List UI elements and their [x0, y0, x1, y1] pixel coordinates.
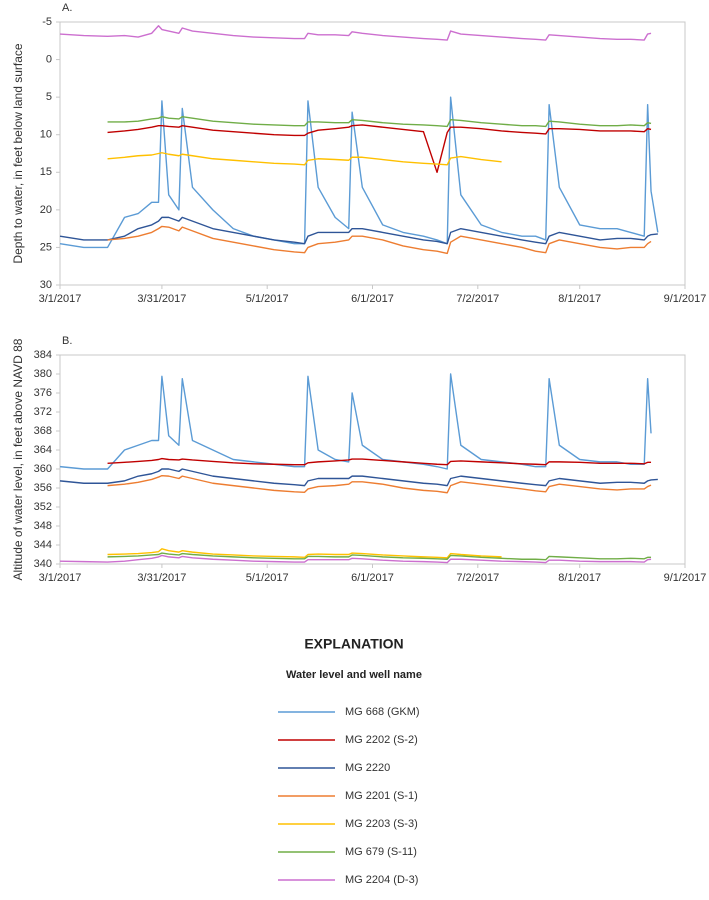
- x-tick-label: 9/1/2017: [664, 293, 707, 305]
- y-tick-label: 368: [34, 425, 52, 437]
- x-tick-label: 8/1/2017: [558, 293, 601, 305]
- x-tick-label: 5/1/2017: [246, 293, 289, 305]
- legend-subtitle: Water level and well name: [286, 669, 422, 681]
- y-tick-label: 25: [40, 241, 52, 253]
- x-tick-label: 7/2/2017: [456, 572, 499, 584]
- x-tick-label: 5/1/2017: [246, 572, 289, 584]
- y-tick-label: 348: [34, 520, 52, 532]
- legend-label: MG 2220: [345, 762, 390, 774]
- y-tick-label: 360: [34, 463, 52, 475]
- y-tick-label: 384: [34, 349, 52, 361]
- x-tick-label: 3/1/2017: [39, 572, 82, 584]
- series-line: MG 668 (GKM): [59, 373, 652, 470]
- y-tick-label: 344: [34, 539, 52, 551]
- y-tick-label: 364: [34, 444, 52, 456]
- x-tick-label: 7/2/2017: [456, 293, 499, 305]
- y-tick-label: 380: [34, 368, 52, 380]
- legend-label: MG 2201 (S-1): [345, 790, 418, 802]
- y-tick-label: -5: [42, 16, 52, 28]
- series-line: MG 2203 (S-3): [107, 152, 502, 166]
- series-line: MG 2201 (S-1): [107, 225, 652, 255]
- y-tick-label: 30: [40, 279, 52, 291]
- y-tick-label: 372: [34, 406, 52, 418]
- panel-label: A.: [62, 2, 72, 14]
- series-line: MG 2202 (S-2): [107, 457, 652, 466]
- panel-label: B.: [62, 335, 72, 347]
- y-axis-title: Depth to water, in feet below land surfa…: [11, 43, 25, 263]
- legend-title: EXPLANATION: [304, 636, 403, 652]
- legend-label: MG 668 (GKM): [345, 706, 420, 718]
- y-tick-label: 0: [46, 53, 52, 65]
- x-tick-label: 3/1/2017: [39, 293, 82, 305]
- y-tick-label: 10: [40, 129, 52, 141]
- x-tick-label: 6/1/2017: [351, 572, 394, 584]
- series-line: MG 2204 (D-3): [59, 554, 652, 564]
- x-tick-label: 3/31/2017: [137, 293, 186, 305]
- legend-label: MG 2203 (S-3): [345, 818, 418, 830]
- series-line: MG 2201 (S-1): [107, 474, 652, 494]
- y-tick-label: 5: [46, 91, 52, 103]
- y-axis-title: Altitude of water level, in feet above N…: [11, 338, 25, 580]
- series-line: MG 679 (S-11): [107, 115, 652, 128]
- x-tick-label: 3/31/2017: [137, 572, 186, 584]
- y-tick-label: 356: [34, 482, 52, 494]
- legend-label: MG 2202 (S-2): [345, 734, 418, 746]
- series-line: MG 668 (GKM): [59, 96, 659, 249]
- series-line: MG 2202 (S-2): [107, 124, 652, 173]
- series-line: MG 2204 (D-3): [59, 25, 652, 41]
- y-tick-label: 340: [34, 558, 52, 570]
- series-line: MG 2203 (S-3): [107, 548, 502, 559]
- x-tick-label: 8/1/2017: [558, 572, 601, 584]
- x-tick-label: 6/1/2017: [351, 293, 394, 305]
- y-tick-label: 15: [40, 166, 52, 178]
- legend-label: MG 2204 (D-3): [345, 874, 418, 886]
- x-tick-label: 9/1/2017: [664, 572, 707, 584]
- series-line: MG 2220: [59, 468, 658, 487]
- legend-label: MG 679 (S-11): [345, 846, 417, 858]
- y-tick-label: 352: [34, 501, 52, 513]
- series-line: MG 2220: [59, 216, 658, 245]
- series-line: MG 679 (S-11): [107, 552, 652, 561]
- y-tick-label: 376: [34, 387, 52, 399]
- y-tick-label: 20: [40, 204, 52, 216]
